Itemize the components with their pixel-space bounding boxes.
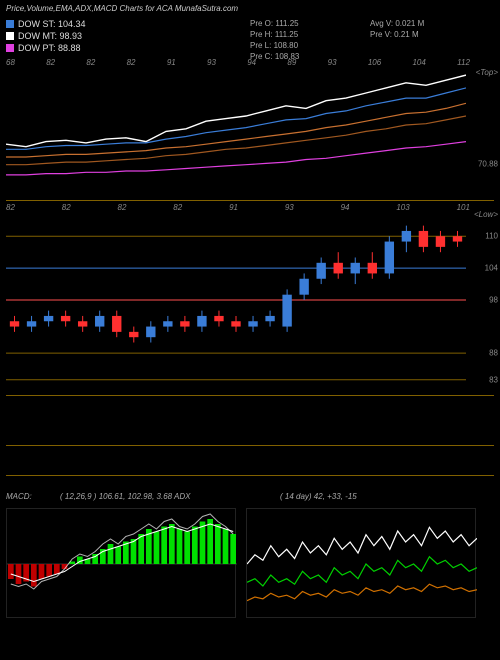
adx-indicator [246, 508, 476, 618]
candle-axis-tag: <Low> [474, 210, 498, 219]
candle-y-label: 110 [485, 232, 498, 241]
line-axis-tag: <Top> [476, 68, 498, 77]
separator [6, 395, 494, 396]
legend-item: DOW ST: 104.34 [6, 18, 86, 30]
adx-params: ( 14 day) 42, +33, -15 [280, 492, 357, 501]
candle-y-label: 83 [489, 375, 498, 384]
ema-line-chart [6, 70, 470, 180]
legend-item: DOW MT: 98.93 [6, 30, 86, 42]
macd-title: MACD: [6, 492, 32, 501]
candlestick-chart [6, 215, 470, 385]
legend: DOW ST: 104.34DOW MT: 98.93DOW PT: 88.88 [6, 18, 86, 54]
macd-indicator [6, 508, 236, 618]
macd-params: ( 12,26,9 ) 106.61, 102.98, 3.68 ADX [60, 492, 190, 501]
candle-y-label: 88 [489, 349, 498, 358]
separator [6, 200, 494, 201]
candle-x-axis: 82828282919394103101 [6, 203, 470, 212]
legend-item: DOW PT: 88.88 [6, 42, 86, 54]
separator [6, 475, 494, 476]
chart-title: Price,Volume,EMA,ADX,MACD Charts for ACA… [6, 4, 238, 13]
line-y-label: 70.88 [478, 159, 498, 168]
separator [6, 445, 494, 446]
price-info-mid: Pre O: 111.25Pre H: 111.25Pre L: 108.80P… [250, 18, 299, 62]
candle-y-label: 104 [485, 264, 498, 273]
line-x-axis: 688282829193948993106104112 [6, 58, 470, 67]
price-info-right: Avg V: 0.021 MPre V: 0.21 M [370, 18, 424, 40]
candle-y-label: 98 [489, 296, 498, 305]
